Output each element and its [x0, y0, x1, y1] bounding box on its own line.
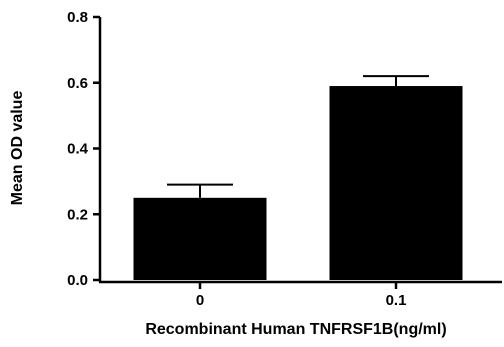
bar-0.1 — [329, 86, 463, 280]
y-axis-title: Mean OD value — [9, 91, 26, 206]
error-bars-group — [167, 75, 429, 198]
bar-0 — [133, 197, 267, 280]
x-axis: 0 0.1 — [99, 280, 502, 309]
y-tick-label: 0.2 — [67, 206, 88, 223]
x-axis-title: Recombinant Human TNFRSF1B(ng/ml) — [145, 321, 446, 338]
x-tick-label: 0.1 — [386, 292, 407, 309]
y-tick-label: 0.6 — [67, 75, 88, 92]
y-tick-label: 0.4 — [67, 141, 89, 158]
x-tick-label: 0 — [196, 292, 204, 309]
bars-group — [133, 86, 463, 280]
y-tick-label: 0.8 — [67, 9, 88, 26]
y-tick-label: 0.0 — [67, 272, 88, 289]
y-axis: 0.0 0.2 0.4 0.6 0.8 — [67, 9, 102, 289]
